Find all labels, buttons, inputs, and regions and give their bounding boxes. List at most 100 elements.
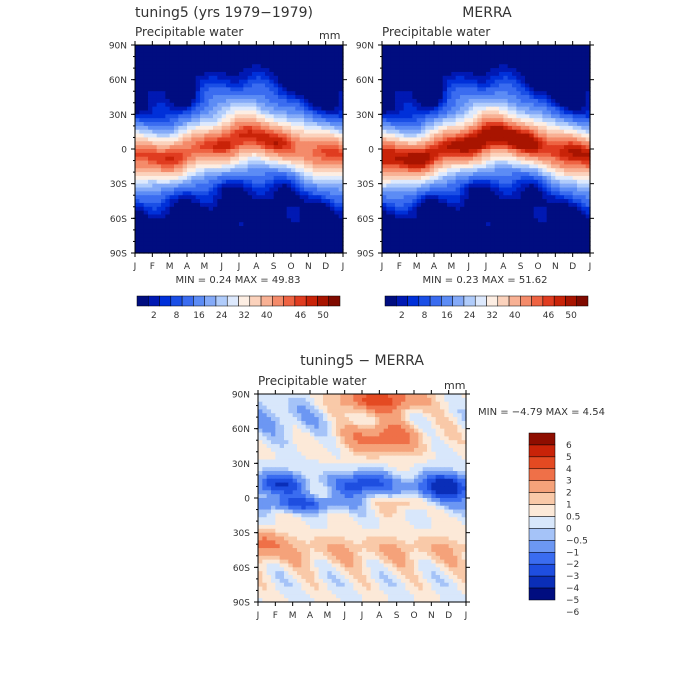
heatmap-cell <box>481 156 487 162</box>
heatmap-cell <box>559 210 565 216</box>
heatmap-cell <box>382 149 387 154</box>
heatmap-cell <box>152 71 158 77</box>
heatmap-cell <box>386 137 392 142</box>
heatmap-cell <box>165 214 171 219</box>
heatmap-cell <box>338 149 344 154</box>
heatmap-cell <box>182 206 188 212</box>
heatmap-cell <box>490 102 496 108</box>
heatmap-cell <box>217 79 223 85</box>
heatmap-cell <box>447 202 452 208</box>
heatmap-cell <box>447 172 452 177</box>
heatmap-cell <box>481 218 487 223</box>
heatmap-cell <box>304 68 309 73</box>
heatmap-cell <box>178 233 184 239</box>
heatmap-cell <box>291 56 296 62</box>
heatmap-cell <box>317 168 322 173</box>
heatmap-cell <box>247 98 253 104</box>
heatmap-cell <box>178 79 184 85</box>
heatmap-cell <box>148 118 153 123</box>
heatmap-cell <box>317 56 322 62</box>
heatmap-cell <box>208 149 214 154</box>
heatmap-cell <box>221 91 227 96</box>
heatmap-cell <box>195 45 201 50</box>
heatmap-cell <box>295 183 301 189</box>
heatmap-cell <box>438 64 444 69</box>
heatmap-cell <box>260 233 266 239</box>
heatmap-cell <box>490 60 496 65</box>
heatmap-cell <box>260 229 266 235</box>
heatmap-cell <box>334 60 340 65</box>
heatmap-cell <box>438 118 444 123</box>
heatmap-cell <box>312 64 318 69</box>
heatmap-cell <box>308 156 314 162</box>
heatmap-cell <box>265 175 270 181</box>
heatmap-cell <box>265 91 270 96</box>
heatmap-cell <box>473 52 478 58</box>
heatmap-cell <box>239 45 244 50</box>
heatmap-cell <box>217 245 223 250</box>
heatmap-cell <box>533 110 539 115</box>
heatmap-cell <box>317 164 322 169</box>
heatmap-cell <box>538 64 543 69</box>
heatmap-cell <box>226 145 231 150</box>
heatmap-cell <box>577 71 582 77</box>
heatmap-cell <box>213 160 218 166</box>
heatmap-cell <box>481 87 487 92</box>
heatmap-cell <box>230 226 236 231</box>
heatmap-cell <box>291 191 296 196</box>
heatmap-cell <box>252 152 257 158</box>
heatmap-cell <box>191 95 197 100</box>
heatmap-cell <box>499 129 504 135</box>
heatmap-cell <box>425 195 431 200</box>
heatmap-cell <box>234 83 240 88</box>
heatmap-cell <box>499 202 504 208</box>
heatmap-cell <box>187 168 192 173</box>
heatmap-cell <box>213 222 218 227</box>
heatmap-cell <box>425 179 431 185</box>
heatmap-cell <box>477 52 483 58</box>
heatmap-cell <box>477 114 483 119</box>
heatmap-cell <box>551 195 556 200</box>
heatmap-cell <box>230 160 236 166</box>
heatmap-cell <box>299 122 305 127</box>
heatmap-cell <box>551 164 556 169</box>
heatmap-cell <box>135 79 140 85</box>
heatmap-cell <box>468 141 474 146</box>
heatmap-cell <box>325 52 331 58</box>
heatmap-cell <box>447 210 452 216</box>
heatmap-cell <box>312 48 318 54</box>
heatmap-cell <box>256 60 262 65</box>
heatmap-cell <box>278 149 283 154</box>
heatmap-cell <box>503 179 509 185</box>
heatmap-cell <box>247 129 253 135</box>
heatmap-cell <box>152 56 158 62</box>
heatmap-cell <box>577 175 582 181</box>
heatmap-cell <box>156 71 162 77</box>
heatmap-cell <box>304 222 309 227</box>
heatmap-cell <box>256 110 262 115</box>
heatmap-cell <box>139 71 145 77</box>
heatmap-cell <box>256 245 262 250</box>
heatmap-cell <box>156 191 162 196</box>
heatmap-cell <box>386 133 392 139</box>
heatmap-cell <box>447 64 452 69</box>
heatmap-cell <box>143 183 149 189</box>
heatmap-cell <box>321 226 327 231</box>
heatmap-cell <box>217 164 223 169</box>
heatmap-cell <box>161 229 166 235</box>
heatmap-cell <box>564 83 569 88</box>
heatmap-cell <box>520 98 526 104</box>
heatmap-cell <box>416 141 422 146</box>
heatmap-cell <box>538 222 543 227</box>
heatmap-cell <box>525 187 530 192</box>
heatmap-cell <box>278 145 283 150</box>
heatmap-cell <box>217 64 223 69</box>
heatmap-cell <box>533 206 539 212</box>
heatmap-cell <box>174 98 179 104</box>
heatmap-cell <box>226 210 231 216</box>
heatmap-cell <box>243 152 249 158</box>
heatmap-cell <box>152 206 158 212</box>
heatmap-cell <box>490 164 496 169</box>
heatmap-cell <box>529 106 535 112</box>
x-tick-label: J <box>133 262 137 272</box>
